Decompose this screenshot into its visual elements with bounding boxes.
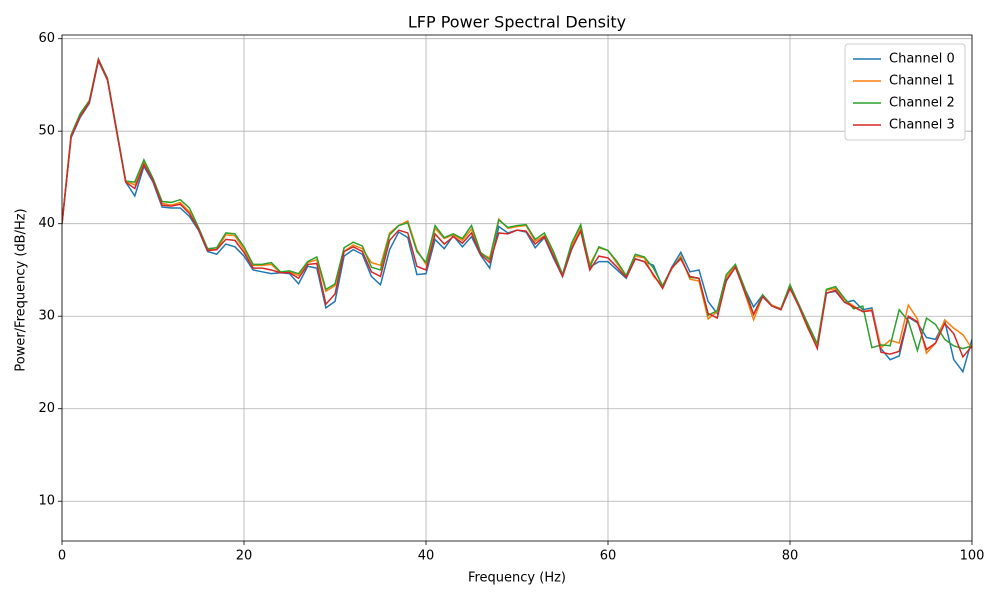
x-tick-label: 80 xyxy=(782,549,799,564)
legend-box xyxy=(844,43,966,141)
y-tick-label: 30 xyxy=(38,309,55,324)
y-tick-label: 10 xyxy=(38,494,55,509)
x-tick-label: 60 xyxy=(600,549,617,564)
y-tick-label: 20 xyxy=(38,401,55,416)
chart-title: LFP Power Spectral Density xyxy=(408,13,626,32)
x-axis-label: Frequency (Hz) xyxy=(468,571,566,586)
y-axis-label: Power/Frequency (dB/Hz) xyxy=(14,208,29,371)
line-series xyxy=(62,57,972,359)
line-series xyxy=(62,58,972,374)
legend-label: Channel 3 xyxy=(889,118,955,133)
x-tick-label: 100 xyxy=(960,549,985,564)
y-tick-label: 50 xyxy=(38,124,55,139)
y-tick-label: 40 xyxy=(38,216,55,231)
x-tick-label: 20 xyxy=(236,549,253,564)
legend-label: Channel 2 xyxy=(889,96,955,111)
plot-frame xyxy=(61,34,973,542)
x-tick-label: 0 xyxy=(58,549,66,564)
legend-label: Channel 1 xyxy=(889,74,955,89)
x-tick-label: 40 xyxy=(418,549,435,564)
y-tick-label: 60 xyxy=(38,31,55,46)
legend-label: Channel 0 xyxy=(889,52,955,67)
line-series xyxy=(62,56,972,354)
line-series xyxy=(62,56,972,355)
